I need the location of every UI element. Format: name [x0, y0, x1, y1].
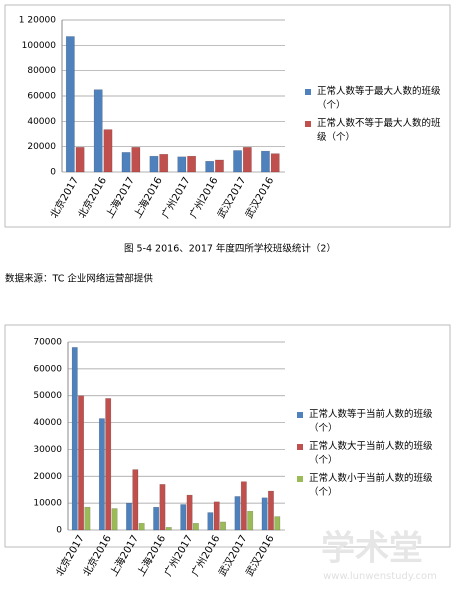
x-tick-label: 北京2017	[47, 175, 81, 221]
bar	[242, 147, 252, 173]
x-tick-label: 广州2017	[160, 175, 193, 220]
bar	[240, 481, 247, 531]
legend-entry: 正常人数不等于最大人数的班级（个）	[305, 117, 445, 145]
bar	[159, 484, 166, 531]
bar	[138, 523, 145, 531]
bar	[165, 527, 172, 531]
bar	[180, 504, 187, 531]
y-tick-label: 0	[50, 168, 56, 178]
watermark-logo: 学术堂	[321, 529, 423, 569]
bar	[149, 155, 159, 173]
legend-swatch	[305, 89, 311, 95]
bar	[111, 508, 118, 531]
bar	[126, 502, 132, 531]
legend-entry: 正常人数等于最大人数的班级（个）	[305, 85, 445, 113]
bar	[65, 36, 75, 173]
bar	[105, 398, 112, 531]
bar	[98, 418, 105, 531]
bar	[71, 347, 78, 531]
chart-frame	[4, 324, 451, 548]
bar	[93, 89, 103, 173]
y-tick-label: 80000	[27, 66, 56, 76]
bar	[270, 153, 280, 173]
y-tick-label: 60000	[33, 364, 62, 374]
bar	[234, 496, 241, 531]
bar	[186, 494, 193, 531]
y-tick-label: 70000	[33, 338, 62, 348]
source: 数据来源：TC 企业网络运营部提供	[5, 273, 153, 285]
y-tick-label: 1 20000	[19, 16, 56, 26]
bar	[220, 521, 226, 531]
bar	[187, 155, 196, 173]
legend: 正常人数等于最大人数的班级（个） 正常人数不等于最大人数的班级（个）	[305, 85, 445, 149]
y-tick-label: 60000	[27, 92, 56, 102]
bar	[103, 129, 113, 173]
bar	[207, 512, 214, 531]
bar	[121, 152, 131, 173]
legend-swatch	[297, 412, 303, 418]
bar	[233, 150, 242, 173]
legend-entry: 正常人数等于当前人数的班级（个）	[297, 408, 437, 436]
legend-entry: 正常人数大于当前人数的班级（个）	[297, 440, 437, 468]
caption: 图 5-4 2016、2017 年度四所学校班级统计（2）	[124, 243, 336, 255]
bar	[261, 497, 268, 531]
y-tick-label: 20000	[33, 472, 62, 482]
y-tick-label: 50000	[33, 391, 62, 401]
y-tick-label: 0	[56, 526, 62, 536]
chart-frame	[4, 4, 451, 228]
bar	[153, 506, 160, 531]
legend-swatch	[305, 121, 311, 127]
y-tick-label: 20000	[27, 142, 56, 152]
y-tick-label: 40000	[33, 418, 62, 428]
bar	[131, 147, 141, 173]
y-tick-label: 30000	[33, 445, 62, 455]
bar	[213, 501, 220, 531]
y-tick-label: 10000	[33, 499, 62, 509]
bar	[192, 523, 199, 531]
bar	[78, 395, 85, 531]
bar	[84, 506, 91, 531]
bar	[247, 510, 254, 531]
bar	[261, 150, 270, 173]
bar	[177, 156, 187, 173]
y-tick-label: 40000	[27, 117, 56, 127]
bar	[205, 160, 215, 173]
bar	[274, 516, 281, 531]
bar	[159, 154, 169, 173]
x-tick-label: 广州2016	[187, 175, 220, 220]
bar	[132, 469, 139, 531]
bar	[215, 159, 224, 173]
legend: 正常人数等于当前人数的班级（个） 正常人数大于当前人数的班级（个） 正常人数小于当前…	[297, 408, 437, 504]
legend-swatch	[297, 476, 303, 482]
bar	[268, 490, 274, 531]
legend-entry: 正常人数小于当前人数的班级（个）	[297, 472, 437, 500]
bar	[75, 147, 85, 173]
legend-swatch	[297, 444, 303, 450]
y-tick-label: 100000	[22, 41, 57, 51]
watermark-url: www.lunwenstudy.com	[323, 571, 437, 582]
